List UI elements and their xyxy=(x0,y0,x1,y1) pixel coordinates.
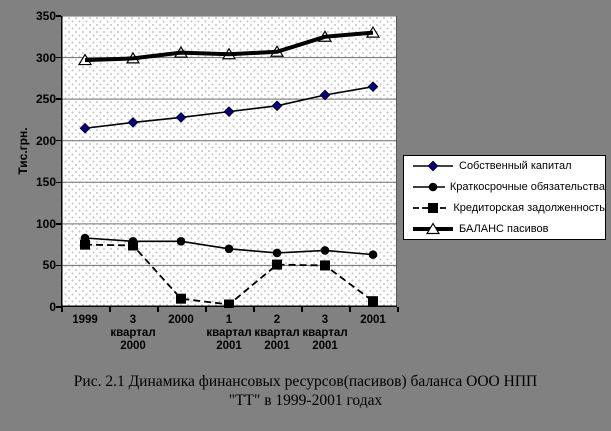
figure-caption: Рис. 2.1 Динамика финансовых ресурсов(па… xyxy=(0,372,611,410)
square-marker xyxy=(176,293,186,304)
x-label-line: 2 xyxy=(273,314,281,326)
y-tick-mark xyxy=(56,139,61,142)
plot-area xyxy=(61,16,397,308)
x-tick-mark xyxy=(205,307,207,312)
circle-marker xyxy=(224,244,234,254)
x-label-line: 1999 xyxy=(72,314,98,326)
legend-label: Краткосрочные обязательства xyxy=(449,181,605,194)
x-label-line: 2000 xyxy=(168,314,194,326)
x-label-line: 3 xyxy=(129,314,137,326)
x-label-line: 3 xyxy=(321,314,329,326)
x-tick-mark xyxy=(397,307,399,312)
series-line xyxy=(84,30,374,63)
x-label-line: 2001 xyxy=(312,340,338,352)
series-line xyxy=(84,243,374,306)
square-marker xyxy=(80,239,90,250)
x-tick-mark xyxy=(349,307,351,312)
diamond-marker xyxy=(271,100,283,112)
x-axis-category-label: 3 квартал 2001 xyxy=(295,314,355,353)
caption-line-1: Рис. 2.1 Динамика финансовых ресурсов(па… xyxy=(73,373,538,390)
y-tick-mark xyxy=(56,98,61,100)
y-tick-mark xyxy=(56,15,61,17)
x-tick-mark xyxy=(61,307,63,312)
x-label-line: 2001 xyxy=(264,340,290,352)
x-label-line: 1 xyxy=(225,314,233,326)
circle-marker xyxy=(320,246,330,255)
chart-canvas xyxy=(61,16,397,308)
y-tick-label: 0 xyxy=(49,300,56,314)
x-label-line: квартал xyxy=(302,327,348,339)
legend-entry: Собственный капитал xyxy=(404,156,605,177)
diamond-marker xyxy=(79,122,91,134)
square-marker xyxy=(428,202,438,213)
x-axis-category-label: 2000 xyxy=(151,314,211,327)
y-tick-mark xyxy=(56,181,61,184)
x-label-line: квартал xyxy=(110,327,156,339)
x-axis-category-label: 2 квартал 2001 xyxy=(247,314,307,353)
circle-marker xyxy=(272,248,282,258)
circle-marker xyxy=(176,237,186,246)
y-tick-label: 150 xyxy=(35,175,56,190)
diamond-marker xyxy=(427,161,439,172)
y-tick-label: 100 xyxy=(35,216,56,231)
legend-label: Кредиторская задолженность xyxy=(453,201,605,214)
legend-label: БАЛАНС пасивов xyxy=(459,222,549,235)
legend-key-triangle-open xyxy=(413,221,453,234)
y-tick-label: 250 xyxy=(35,92,56,107)
legend: Собственный капитал Краткосрочные обязате… xyxy=(403,155,606,240)
legend-key-square xyxy=(413,202,449,213)
x-tick-mark xyxy=(301,307,303,312)
x-label-line: 2000 xyxy=(120,340,146,352)
y-tick-mark xyxy=(56,56,61,59)
x-tick-mark xyxy=(157,307,159,312)
legend-entry: Краткосрочные обязательства xyxy=(404,177,605,198)
x-label-line: квартал xyxy=(206,327,252,339)
diamond-marker xyxy=(319,89,331,101)
diamond-marker xyxy=(175,112,187,123)
x-tick-mark xyxy=(253,307,255,312)
x-axis-category-label: 1 квартал 2001 xyxy=(199,314,259,353)
x-axis-category-label: 1999 xyxy=(55,314,115,327)
triangle-open-marker xyxy=(425,221,441,234)
legend-key-circle xyxy=(413,182,445,192)
y-tick-label: 300 xyxy=(35,50,56,65)
x-label-line: 2001 xyxy=(360,314,386,326)
diamond-marker xyxy=(223,106,235,117)
y-tick-mark xyxy=(56,306,61,308)
x-axis-category-label: 2001 xyxy=(343,314,403,327)
x-label-line: квартал xyxy=(254,327,300,339)
square-marker xyxy=(368,296,378,307)
y-tick-mark xyxy=(56,223,61,225)
legend-label: Собственный капитал xyxy=(459,160,572,173)
square-marker xyxy=(320,260,330,271)
x-tick-mark xyxy=(109,307,111,312)
legend-entry: БАЛАНС пасивов xyxy=(404,218,605,239)
y-tick-label: 200 xyxy=(35,133,56,148)
legend-key-diamond xyxy=(413,161,453,172)
square-marker xyxy=(224,299,234,308)
x-axis-category-label: 3 квартал 2000 xyxy=(103,314,163,353)
circle-marker xyxy=(428,182,438,192)
x-label-line: 2001 xyxy=(216,340,242,352)
caption-line-2: "ТТ" в 1999-2001 годах xyxy=(228,392,383,409)
circle-marker xyxy=(368,250,378,259)
y-tick-label: 350 xyxy=(35,9,56,23)
diamond-marker xyxy=(367,81,379,93)
y-tick-mark xyxy=(56,264,61,267)
square-marker xyxy=(272,259,282,270)
square-marker xyxy=(128,240,138,251)
y-tick-label: 50 xyxy=(42,258,56,273)
legend-entry: Кредиторская задолженность xyxy=(404,198,605,219)
diamond-marker xyxy=(127,117,139,128)
